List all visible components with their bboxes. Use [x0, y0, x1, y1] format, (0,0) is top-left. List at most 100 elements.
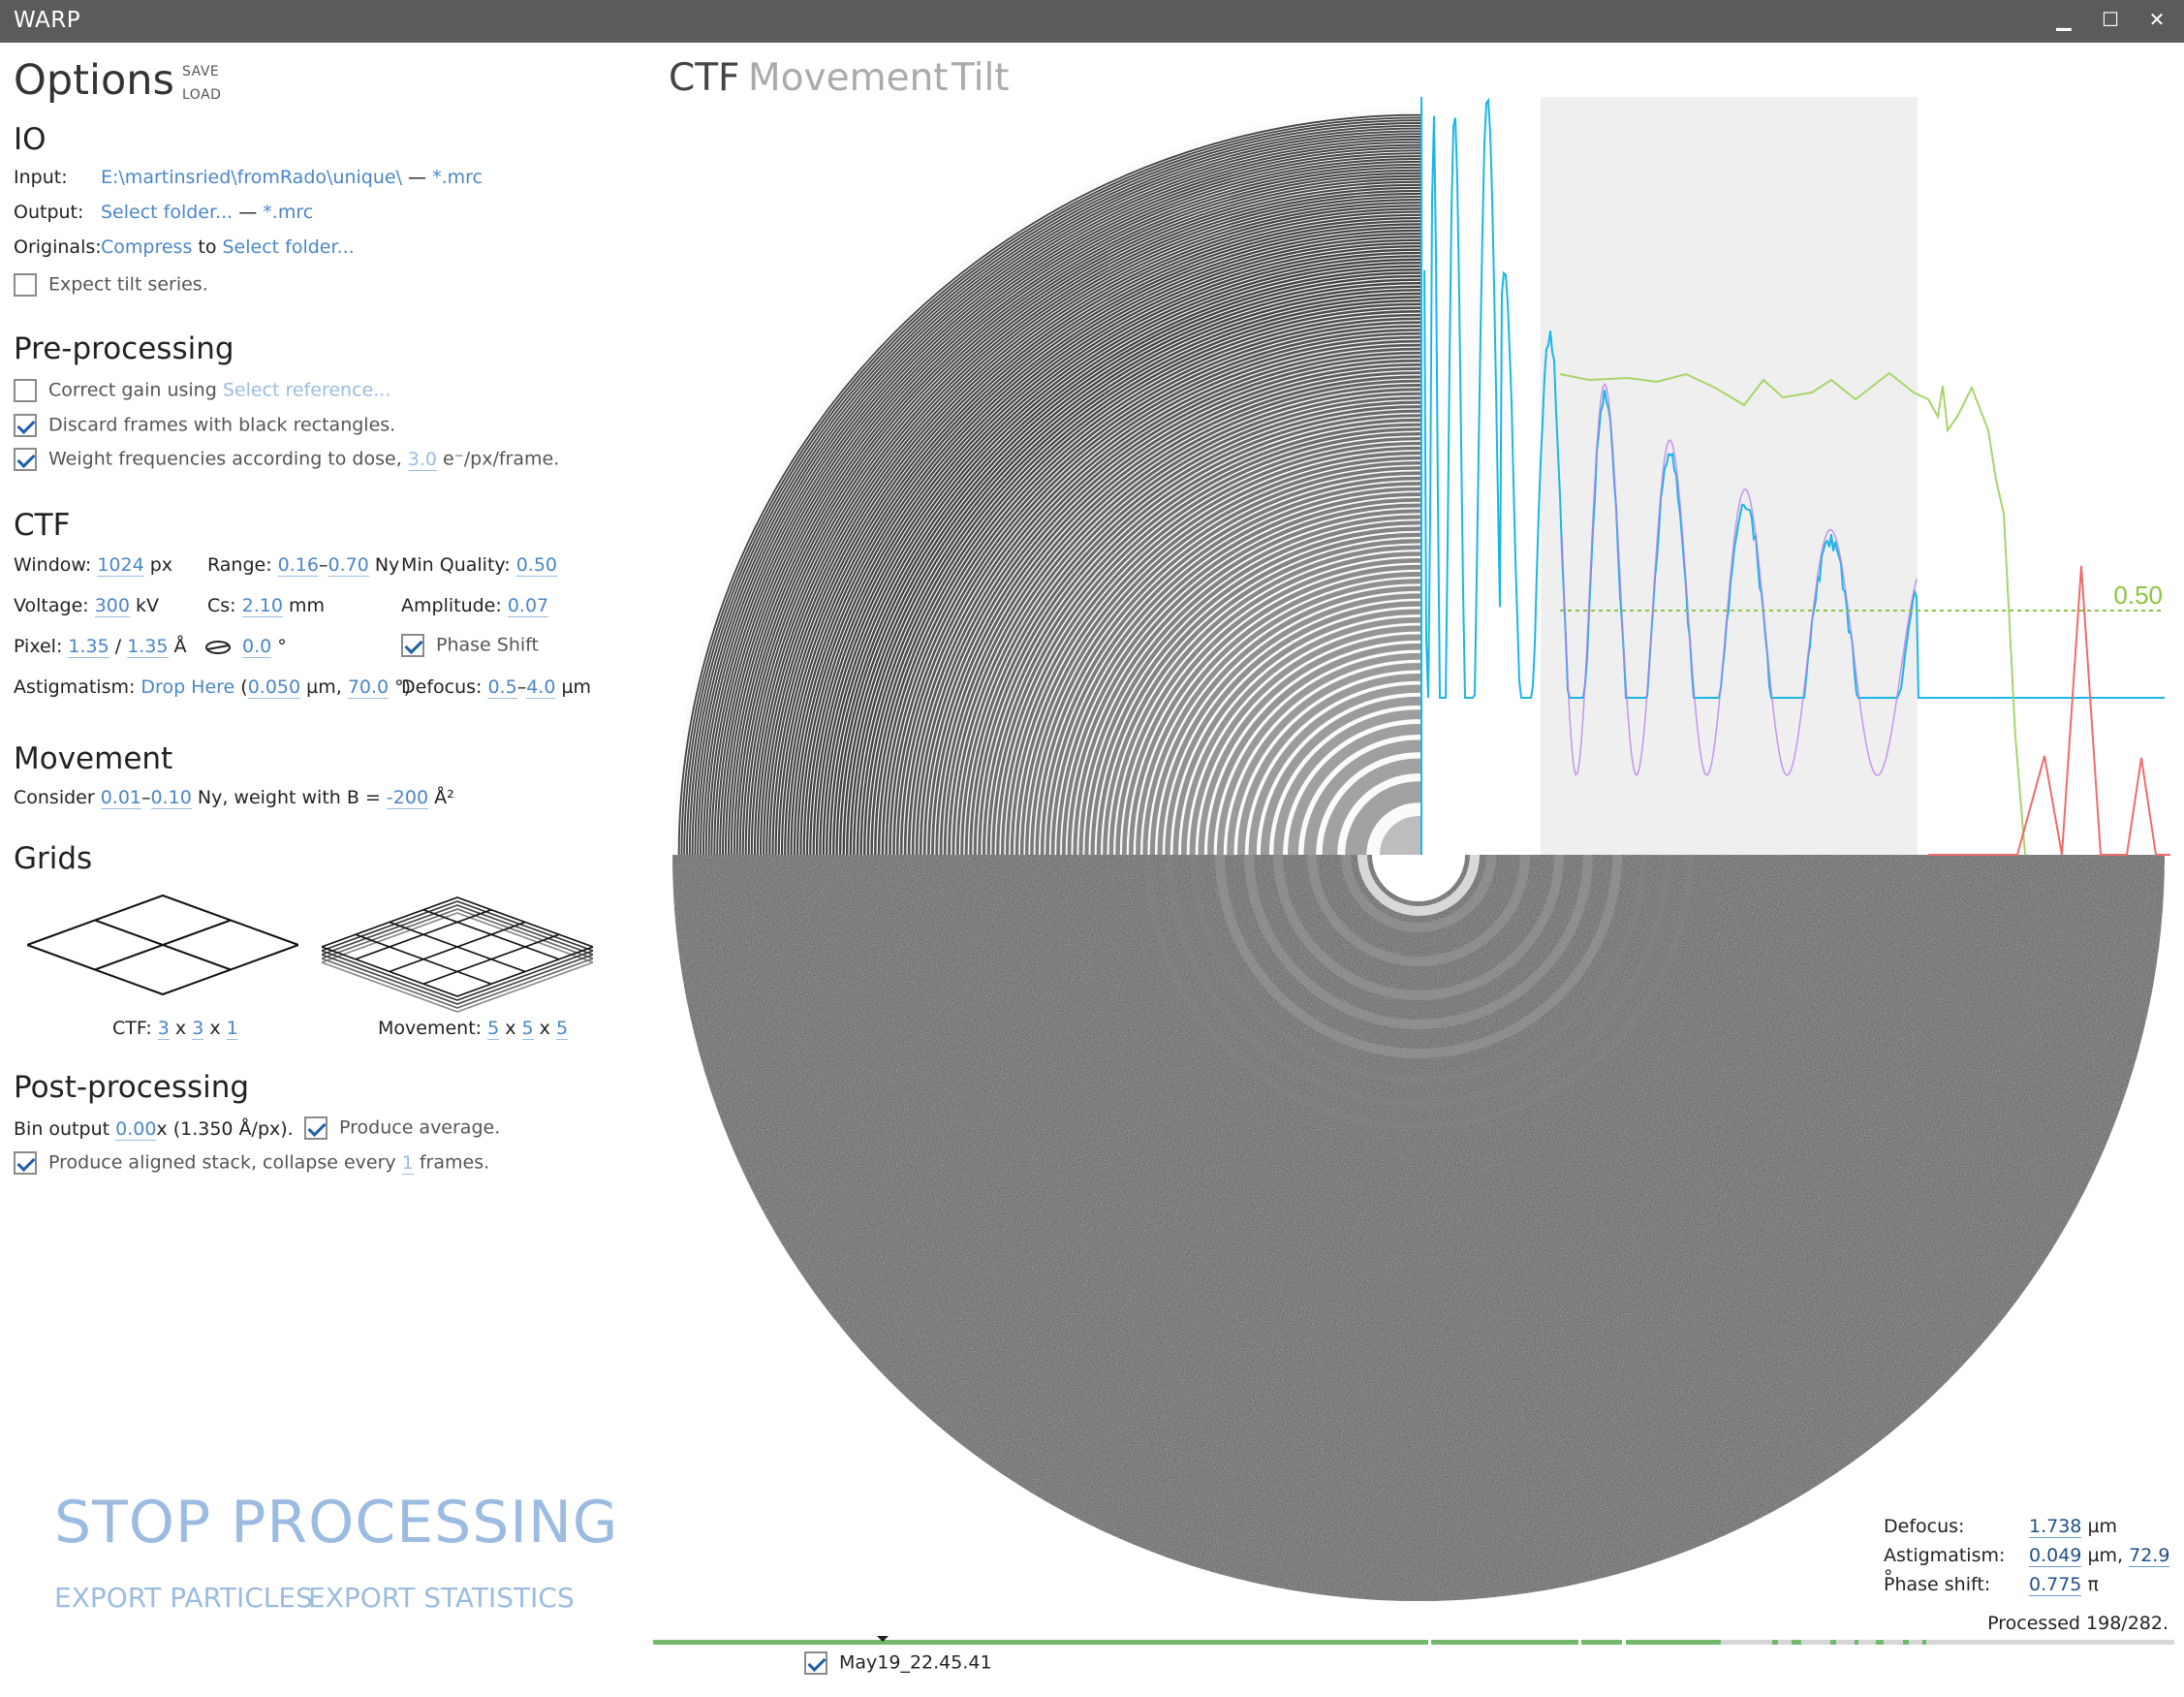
dose-value[interactable]: 3.0 [407, 448, 437, 471]
weight-row[interactable]: Weight frequencies according to dose, 3.… [14, 448, 559, 471]
thon-ring [983, 419, 1421, 855]
quality-threshold-label: 0.50 [2113, 581, 2163, 610]
ctf-defocus-min[interactable]: 0.5 [487, 676, 517, 699]
thon-ring [1189, 625, 1421, 855]
collapse-every-value[interactable]: 1 [401, 1151, 414, 1175]
ctf-window-unit: px [143, 554, 173, 576]
ctf-cs-value[interactable]: 2.10 [241, 595, 283, 617]
thon-ring [719, 155, 1421, 855]
movement-grid-x[interactable]: 5 [487, 1018, 500, 1040]
close-button[interactable]: ✕ [2148, 8, 2166, 31]
phase-shift-row[interactable]: Phase Shift [401, 634, 539, 657]
ctf-range-min[interactable]: 0.16 [277, 554, 319, 577]
current-item-row[interactable]: May19_22.45.41 [804, 1651, 992, 1675]
tab-ctf[interactable]: CTF [669, 56, 740, 100]
thon-ring [1045, 482, 1421, 855]
discard-checkbox[interactable] [14, 414, 37, 437]
movement-grid-y[interactable]: 5 [521, 1018, 534, 1040]
thon-ring [978, 414, 1421, 855]
ctf-minq-value[interactable]: 0.50 [515, 554, 558, 577]
thon-ring [991, 427, 1421, 855]
gain-reference-link[interactable]: Select reference... [222, 379, 391, 401]
astig-angle[interactable]: 70.0 [347, 676, 390, 699]
current-item-checkbox[interactable] [804, 1651, 827, 1675]
phase-shift-value[interactable]: 0.775 [2029, 1574, 2082, 1596]
gain-row[interactable]: Correct gain using Select reference... [14, 379, 390, 402]
astigmatism-angle[interactable]: 72.9 [2129, 1545, 2170, 1567]
ctf-window-value[interactable]: 1024 [97, 554, 144, 577]
export-particles-button[interactable]: EXPORT PARTICLES [54, 1582, 313, 1614]
gain-checkbox[interactable] [14, 379, 37, 402]
minimize-button[interactable]: ▁ [2056, 8, 2072, 31]
astigmatism-unit: ° [1884, 1566, 1893, 1587]
ctf-angle-value[interactable]: 0.0 [242, 636, 272, 658]
weight-checkbox[interactable] [14, 448, 37, 471]
stop-processing-button[interactable]: STOP PROCESSING [54, 1489, 619, 1556]
defocus-value[interactable]: 1.738 [2029, 1516, 2082, 1538]
bin-value[interactable]: 0.00 [115, 1118, 157, 1141]
ctf-voltage-value[interactable]: 300 [94, 595, 130, 617]
output-extension-link[interactable]: *.mrc [263, 202, 314, 223]
thon-ring [735, 172, 1421, 855]
aligned-stack-row[interactable]: Produce aligned stack, collapse every 1 … [14, 1151, 489, 1175]
astig-close: °) [389, 676, 412, 698]
thon-ring [1035, 471, 1421, 855]
originals-folder-link[interactable]: Select folder... [222, 236, 355, 258]
io-input-row: Input: E:\martinsried\fromRado\unique\ — … [14, 167, 483, 188]
ctf-pixel-x[interactable]: 1.35 [68, 636, 109, 658]
grids-heading: Grids [14, 841, 93, 876]
astig-drop-target[interactable]: Drop Here [140, 676, 235, 698]
thon-ring [1207, 644, 1421, 855]
originals-compress-link[interactable]: Compress [101, 236, 193, 258]
input-extension-link[interactable]: *.mrc [432, 167, 483, 188]
ctf-cs-unit: mm [282, 595, 325, 616]
thon-ring [680, 116, 1421, 855]
astigmatism-value[interactable]: 0.049 [2029, 1545, 2082, 1567]
thon-ring [960, 396, 1421, 855]
timeline-cursor-marker[interactable] [877, 1636, 889, 1642]
movement-max[interactable]: 0.10 [150, 787, 192, 809]
ctf-defocus-max[interactable]: 4.0 [526, 676, 556, 699]
astig-mid: µm, [300, 676, 348, 698]
thon-ring [713, 149, 1421, 855]
aligned-stack-checkbox[interactable] [14, 1151, 37, 1175]
movement-bfactor[interactable]: -200 [386, 787, 429, 809]
produce-average-row[interactable]: Produce average. [304, 1116, 500, 1140]
ctf-grid-dims: CTF: 3 x 3 x 1 [112, 1018, 238, 1040]
tab-movement[interactable]: Movement [748, 56, 949, 100]
ctf-pixel-y[interactable]: 1.35 [127, 636, 169, 658]
ctf-cs-field: Cs: 2.10 mm [207, 595, 325, 617]
ctf-voltage-field: Voltage: 300 kV [14, 595, 159, 617]
astig-value[interactable]: 0.050 [247, 676, 301, 699]
export-statistics-button[interactable]: EXPORT STATISTICS [308, 1582, 575, 1614]
ctf-pixel-sep: / [109, 636, 128, 657]
phase-shift-checkbox[interactable] [401, 634, 424, 657]
thon-ring [870, 306, 1421, 855]
thon-ring [1040, 476, 1421, 855]
timeline-seg-7 [1922, 1640, 1926, 1645]
thon-ring [1078, 515, 1421, 855]
movement-min[interactable]: 0.01 [100, 787, 142, 809]
tab-tilt[interactable]: Tilt [952, 56, 1010, 100]
ellipse-angle-icon [205, 640, 231, 654]
ctf-range-max[interactable]: 0.70 [328, 554, 369, 577]
input-path-link[interactable]: E:\martinsried\fromRado\unique\ [101, 167, 402, 188]
load-button[interactable]: LOAD [182, 87, 222, 103]
thon-ring [731, 167, 1421, 855]
ctf-grid-y[interactable]: 3 [192, 1018, 204, 1040]
maximize-button[interactable]: ☐ [2102, 8, 2119, 31]
thon-ring [1216, 652, 1421, 855]
ctf-grid-z[interactable]: 1 [226, 1018, 238, 1040]
thon-ring [952, 388, 1421, 855]
tilt-series-row[interactable]: Expect tilt series. [14, 273, 208, 297]
save-button[interactable]: SAVE [182, 64, 220, 79]
processing-timeline[interactable] [653, 1636, 2174, 1648]
defocus-label: Defocus: [1884, 1516, 1965, 1537]
tilt-series-checkbox[interactable] [14, 273, 37, 297]
movement-grid-z[interactable]: 5 [555, 1018, 569, 1040]
produce-average-checkbox[interactable] [304, 1116, 328, 1140]
discard-row[interactable]: Discard frames with black rectangles. [14, 414, 395, 437]
ctf-grid-x[interactable]: 3 [157, 1018, 170, 1040]
output-folder-link[interactable]: Select folder... [101, 202, 234, 223]
ctf-amplitude-value[interactable]: 0.07 [507, 595, 549, 617]
